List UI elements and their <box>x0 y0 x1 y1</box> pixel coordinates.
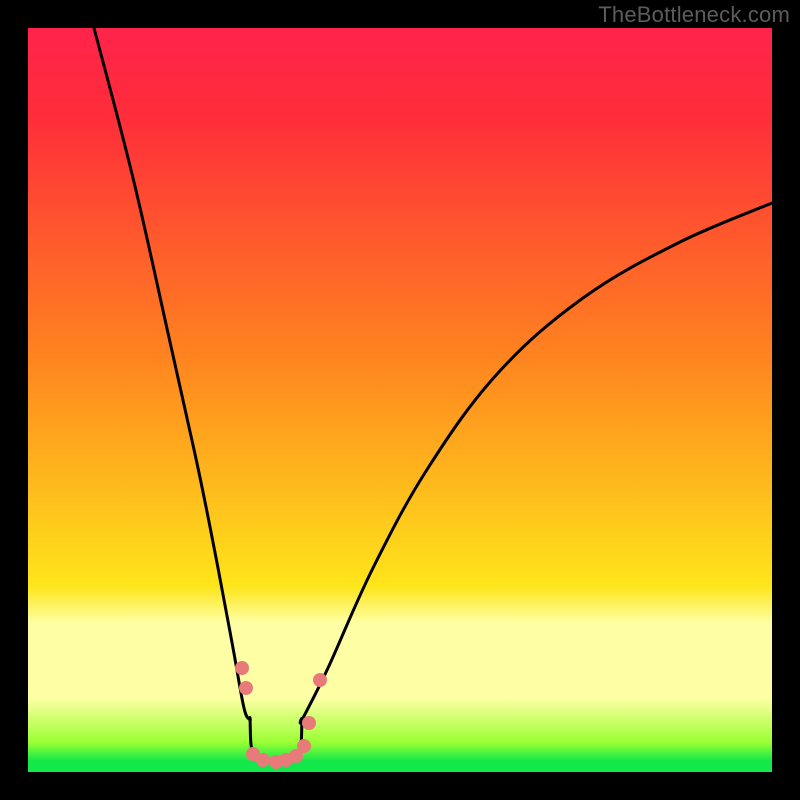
curves-layer <box>28 28 772 772</box>
marker-dot <box>297 739 311 753</box>
marker-dot <box>313 673 327 687</box>
bottleneck-curve <box>94 28 772 762</box>
plot-gradient-area <box>28 28 772 772</box>
marker-dot <box>302 716 316 730</box>
marker-dot <box>235 661 249 675</box>
marker-dot <box>256 753 270 767</box>
marker-dot <box>239 681 253 695</box>
chart-container: TheBottleneck.com <box>0 0 800 800</box>
watermark-text: TheBottleneck.com <box>598 2 790 28</box>
